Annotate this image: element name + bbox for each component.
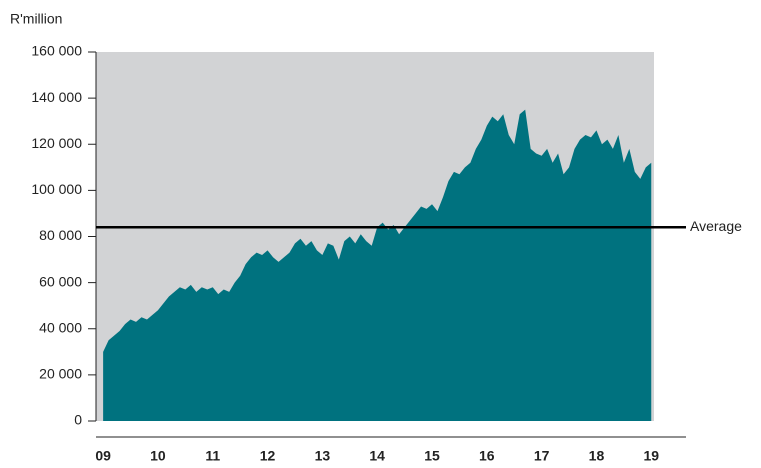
y-axis-label: R'million [10, 11, 62, 27]
x-tick-label: 16 [479, 448, 495, 463]
x-tick-label: 13 [315, 448, 331, 463]
y-tick-label: 120 000 [31, 135, 82, 151]
x-tick-label: 09 [95, 448, 111, 463]
y-tick-label: 100 000 [31, 181, 82, 197]
x-tick-label: 10 [150, 448, 166, 463]
y-tick-label: 60 000 [39, 273, 82, 289]
y-tick-label: 140 000 [31, 89, 82, 105]
x-tick-label: 15 [424, 448, 440, 463]
x-tick-label: 18 [589, 448, 605, 463]
x-tick-label: 17 [534, 448, 550, 463]
y-tick-label: 40 000 [39, 319, 82, 335]
y-tick-label: 0 [74, 412, 82, 428]
y-tick-label: 20 000 [39, 366, 82, 382]
y-tick-label: 80 000 [39, 227, 82, 243]
y-tick-label: 160 000 [31, 43, 82, 59]
x-tick-label: 11 [205, 448, 220, 463]
x-tick-label: 12 [260, 448, 276, 463]
x-tick-label: 14 [369, 448, 385, 463]
average-label: Average [690, 218, 742, 234]
x-tick-label: 19 [643, 448, 659, 463]
area [103, 109, 652, 421]
